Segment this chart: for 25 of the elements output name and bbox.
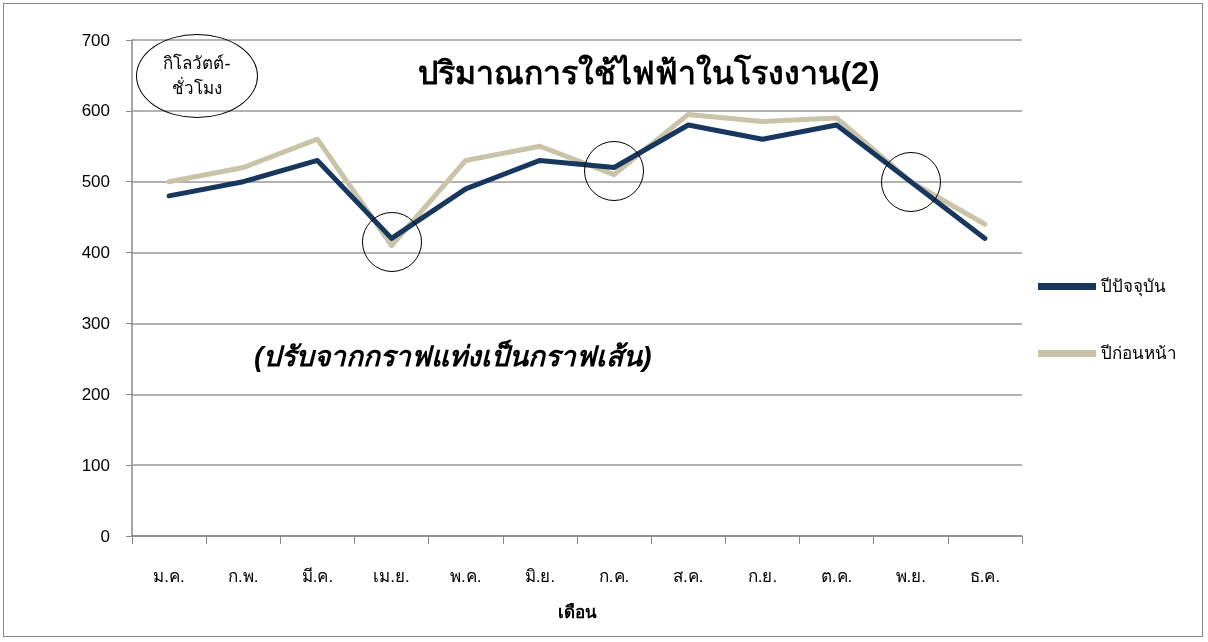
- x-tick-label: พ.ย.: [895, 567, 926, 586]
- x-tick-label: ม.ค.: [153, 567, 185, 586]
- x-tick-label: ก.พ.: [228, 567, 259, 586]
- y-tick-label: 100: [81, 455, 110, 475]
- y-tick-label: 600: [81, 101, 110, 121]
- x-tick-label: ก.ค.: [598, 567, 630, 586]
- legend-label: ปีปัจจุบัน: [1100, 277, 1166, 297]
- annotation: (ปรับจากกราฟแท่งเป็นกราฟเส้น): [254, 338, 652, 372]
- x-axis-title: เดือน: [557, 602, 597, 622]
- x-tick-label: ก.ย.: [747, 567, 778, 586]
- x-tick-label: ส.ค.: [673, 567, 704, 586]
- y-tick-label: 300: [81, 313, 110, 333]
- y-tick-label: 0: [100, 526, 110, 546]
- x-tick-label: ต.ค.: [820, 567, 853, 586]
- x-tick-label: ธ.ค.: [969, 567, 1001, 586]
- x-tick-label: มิ.ย.: [524, 567, 556, 586]
- text: ปริมาณการใช้ไฟฟ้าในโรงงาน(2): [418, 54, 880, 91]
- y-tick-label: 700: [81, 30, 110, 50]
- y-tick-label: 200: [81, 384, 110, 404]
- y-tick-label: 400: [81, 243, 110, 263]
- x-tick-label: เม.ย.: [373, 567, 410, 586]
- legend-label: ปีก่อนหน้า: [1100, 344, 1177, 363]
- y-tick-label: 500: [81, 172, 110, 192]
- x-tick-label: มี.ค.: [301, 567, 334, 586]
- x-tick-label: พ.ค.: [450, 567, 482, 586]
